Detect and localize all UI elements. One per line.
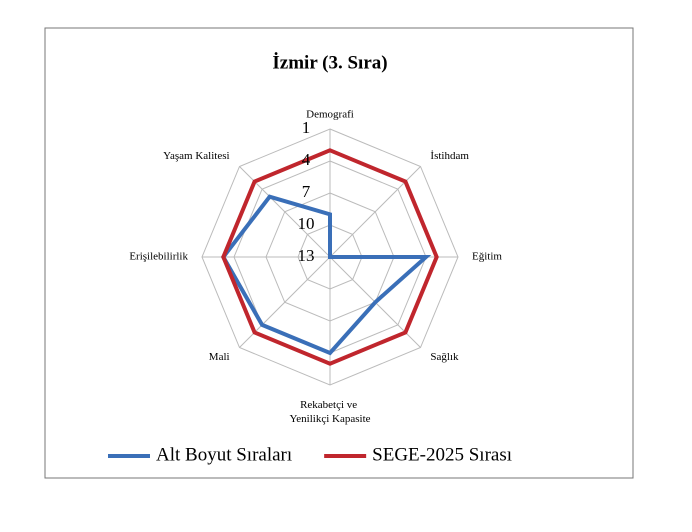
category-label: Sağlık [430,351,459,363]
r-tick-label: 1 [302,118,311,137]
category-label: Erişilebilirlik [129,251,188,263]
category-label: İstihdam [430,150,469,162]
series-line [221,148,439,366]
category-label: Mali [209,351,230,363]
category-label: Demografi [306,109,354,121]
legend-label: Alt Boyut Sıraları [156,444,292,465]
chart-frame [44,27,634,479]
category-label: Rekabetçi ve Yenilikçi Kapasite [289,399,370,425]
r-tick-label: 4 [302,150,311,169]
chart-title: İzmir (3. Sıra) [272,52,387,73]
legend-label: SEGE-2025 Sırası [372,444,512,465]
category-label: Eğitim [472,251,502,263]
series-line [220,194,432,356]
r-tick-label: 7 [302,182,311,201]
category-label: Yaşam Kalitesi [163,150,229,162]
r-tick-label: 13 [298,246,315,265]
r-tick-label: 10 [298,214,315,233]
